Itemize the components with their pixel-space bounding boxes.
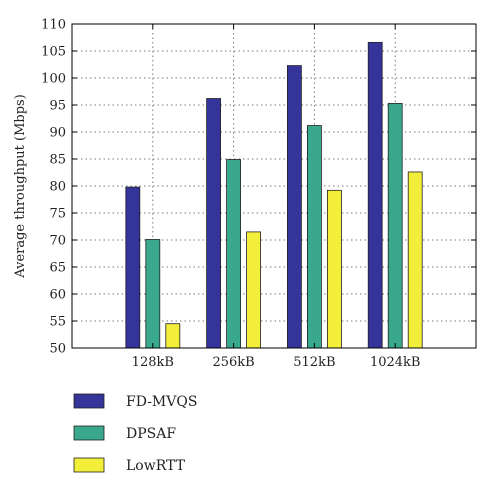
bar-dpsaf-128kb	[145, 239, 161, 349]
legend-swatch-dpsaf	[73, 425, 105, 441]
y-tick-label: 55	[49, 315, 66, 330]
y-tick-label: 105	[41, 45, 66, 60]
x-tick-label: 1024kB	[370, 355, 421, 370]
bar-dpsaf-1024kb	[387, 102, 403, 349]
legend: FD-MVQS DPSAF LowRTT	[73, 393, 197, 474]
x-tick-label: 128kB	[132, 355, 174, 370]
y-tick-label: 75	[49, 207, 66, 222]
bar-dpsaf-512kb	[306, 125, 322, 349]
y-tick-label: 80	[49, 180, 66, 195]
y-tick-label: 60	[49, 288, 66, 303]
y-tick-label: 90	[49, 126, 66, 141]
bar-fd-mvqs-128kb	[125, 186, 141, 349]
y-tick-label: 65	[49, 261, 66, 276]
y-ticks: 50 55 60 65 70 75 80 85 90 95 100 105 110	[41, 18, 476, 357]
bar-lowrtt-128kb	[165, 323, 181, 349]
x-ticks: 128kB 256kB 512kB 1024kB	[132, 24, 421, 370]
bar-fd-mvqs-1024kb	[367, 41, 383, 349]
y-tick-label: 50	[49, 342, 66, 357]
y-tick-label: 70	[49, 234, 66, 249]
y-tick-label: 95	[49, 99, 66, 114]
legend-swatch-lowrtt	[73, 457, 105, 473]
bars	[125, 41, 423, 349]
y-tick-label: 85	[49, 153, 66, 168]
legend-label-lowrtt: LowRTT	[126, 458, 186, 474]
bar-lowrtt-512kb	[326, 189, 342, 349]
x-tick-label: 512kB	[293, 355, 335, 370]
bar-fd-mvqs-256kb	[206, 98, 222, 349]
legend-swatch-fd-mvqs	[73, 393, 105, 409]
bar-dpsaf-256kb	[226, 159, 242, 349]
legend-label-fd-mvqs: FD-MVQS	[126, 394, 197, 410]
y-tick-label: 110	[41, 18, 66, 33]
x-tick-label: 256kB	[212, 355, 254, 370]
y-axis-label: Average throughput (Mbps)	[13, 94, 28, 279]
bar-lowrtt-256kb	[246, 231, 262, 349]
bar-lowrtt-1024kb	[407, 171, 423, 349]
bar-fd-mvqs-512kb	[286, 65, 302, 349]
legend-label-dpsaf: DPSAF	[126, 426, 176, 442]
y-tick-label: 100	[41, 72, 66, 87]
